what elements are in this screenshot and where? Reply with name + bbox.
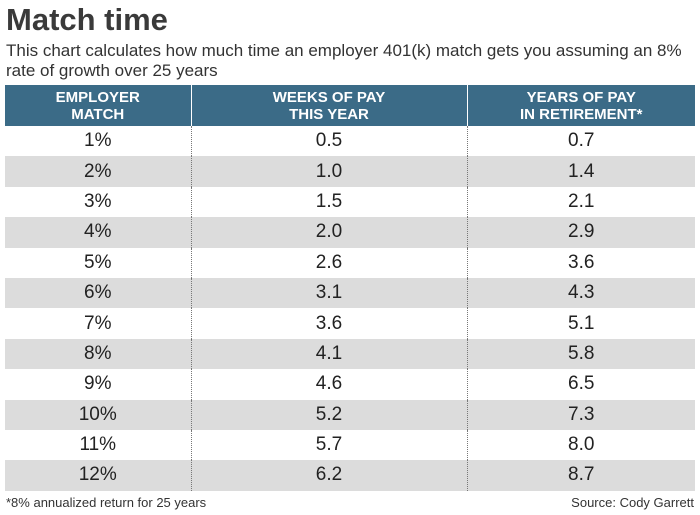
match-table: EMPLOYER MATCH WEEKS OF PAY THIS YEAR YE… — [5, 85, 695, 491]
cell-employer-match: 4% — [5, 217, 191, 248]
table-row: 11% 5.7 8.0 — [5, 429, 695, 461]
table-row: 12% 6.2 8.7 — [5, 460, 695, 491]
cell-weeks-of-pay: 5.7 — [190, 429, 467, 461]
cell-employer-match: 1% — [84, 130, 112, 152]
cell-years-of-pay: 7.3 — [466, 399, 695, 430]
table-row: 5% 2.6 3.6 — [5, 247, 695, 278]
header-line: THIS YEAR — [289, 105, 369, 123]
cell-employer-match: 10% — [5, 399, 191, 430]
cell-weeks-of-pay: 0.5 — [190, 126, 467, 157]
cell-years-of-pay: 8.7 — [466, 460, 695, 491]
header-line: MATCH — [71, 105, 125, 123]
cell-years-of-pay: 5.8 — [466, 338, 695, 370]
cell-employer-match: 3% — [84, 190, 112, 212]
header-years-of-pay: YEARS OF PAY IN RETIREMENT* — [466, 85, 695, 126]
table-body: 1% 0.5 0.7 2% 1.0 1.4 3% 1.5 2.1 4% 2.0 2.9 5% 2.6 3.6… — [5, 126, 695, 491]
cell-years-of-pay: 6.5 — [466, 369, 695, 400]
chart-subtitle: This chart calculates how much time an e… — [6, 41, 682, 80]
header-line: IN RETIREMENT* — [519, 105, 643, 123]
table-row: 10% 5.2 7.3 — [5, 399, 695, 430]
cell-employer-match: 8% — [5, 338, 191, 370]
table-row: 4% 2.0 2.9 — [5, 217, 695, 248]
cell-years-of-pay: 4.3 — [466, 277, 695, 309]
cell-employer-match: 7% — [84, 312, 112, 334]
cell-weeks-of-pay: 5.2 — [190, 399, 467, 430]
cell-employer-match: 9% — [84, 373, 112, 395]
cell-weeks-of-pay: 6.2 — [190, 460, 467, 491]
cell-weeks-of-pay: 3.1 — [190, 277, 467, 309]
table-row: 7% 3.6 5.1 — [5, 308, 695, 339]
cell-employer-match: 5% — [84, 251, 112, 273]
cell-weeks-of-pay: 2.0 — [190, 217, 467, 248]
cell-years-of-pay: 2.9 — [466, 217, 695, 248]
cell-weeks-of-pay: 2.6 — [190, 247, 467, 278]
cell-weeks-of-pay: 3.6 — [190, 308, 467, 339]
chart-title: Match time — [6, 2, 168, 37]
cell-years-of-pay: 3.6 — [466, 247, 695, 278]
cell-years-of-pay: 0.7 — [466, 126, 695, 157]
cell-weeks-of-pay: 1.5 — [190, 186, 467, 218]
table-row: 2% 1.0 1.4 — [5, 156, 695, 187]
header-employer-match: EMPLOYER MATCH — [5, 85, 191, 126]
cell-weeks-of-pay: 4.6 — [190, 369, 467, 400]
header-line: WEEKS OF PAY — [272, 88, 386, 106]
footnote: *8% annualized return for 25 years — [6, 495, 207, 510]
cell-weeks-of-pay: 4.1 — [190, 338, 467, 370]
table-header-row: EMPLOYER MATCH WEEKS OF PAY THIS YEAR YE… — [5, 85, 695, 126]
cell-employer-match: 2% — [5, 156, 191, 187]
cell-years-of-pay: 1.4 — [466, 156, 695, 187]
cell-years-of-pay: 8.0 — [466, 429, 695, 461]
table-row: 1% 0.5 0.7 — [5, 126, 695, 157]
header-weeks-of-pay: WEEKS OF PAY THIS YEAR — [190, 85, 467, 126]
header-line: YEARS OF PAY — [526, 88, 636, 106]
cell-employer-match: 11% — [79, 434, 117, 456]
table-row: 6% 3.1 4.3 — [5, 277, 695, 309]
table-row: 8% 4.1 5.8 — [5, 338, 695, 370]
cell-employer-match: 12% — [5, 460, 191, 491]
cell-years-of-pay: 2.1 — [466, 186, 695, 218]
table-row: 3% 1.5 2.1 — [5, 186, 695, 218]
cell-employer-match: 6% — [5, 277, 191, 309]
source-credit: Source: Cody Garrett — [571, 495, 694, 510]
table-row: 9% 4.6 6.5 — [5, 369, 695, 400]
cell-weeks-of-pay: 1.0 — [190, 156, 467, 187]
header-line: EMPLOYER — [55, 88, 140, 106]
cell-years-of-pay: 5.1 — [466, 308, 695, 339]
